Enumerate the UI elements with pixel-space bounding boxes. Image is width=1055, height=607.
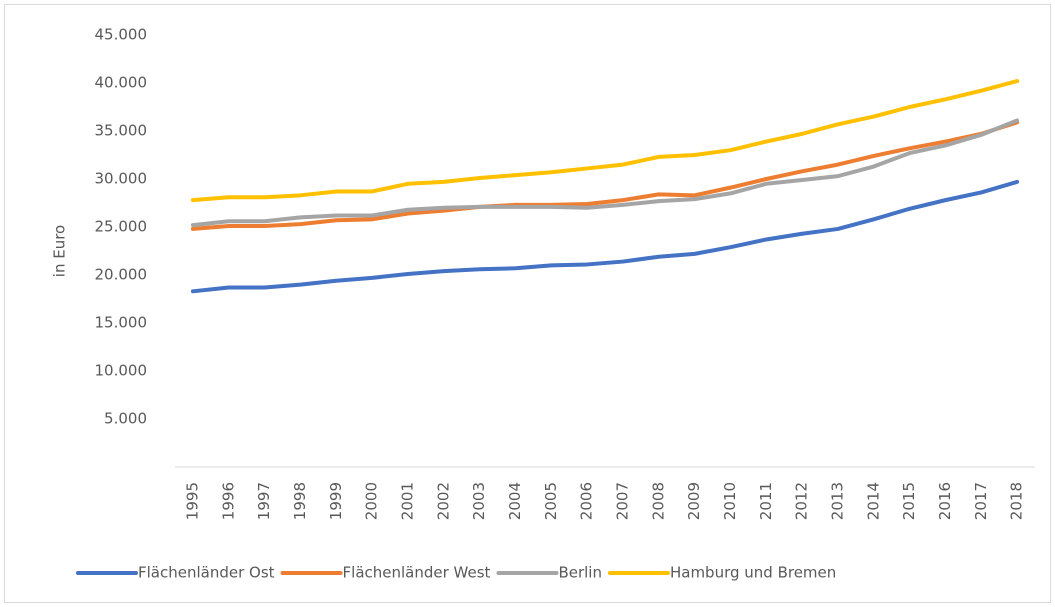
y-tick-label: 40.000 xyxy=(95,74,148,92)
x-tick-label: 2018 xyxy=(1008,482,1026,520)
legend-label: Berlin xyxy=(558,564,602,582)
x-tick-label: 2005 xyxy=(542,482,560,520)
y-tick-label: 35.000 xyxy=(95,122,148,140)
chart-border xyxy=(4,4,1051,603)
y-axis-label: in Euro xyxy=(51,225,69,277)
y-tick-label: 20.000 xyxy=(95,266,148,284)
y-tick-label: 5.000 xyxy=(104,410,147,428)
x-tick-label: 2002 xyxy=(434,482,452,520)
x-tick-label: 2010 xyxy=(721,482,739,520)
x-tick-label: 2017 xyxy=(972,482,990,520)
x-tick-label: 2012 xyxy=(793,482,811,520)
x-tick-label: 1996 xyxy=(219,482,237,520)
series-line xyxy=(190,179,1020,294)
x-tick-label: 2011 xyxy=(757,482,775,520)
legend-label: Flächenländer Ost xyxy=(138,564,275,582)
y-tick-label: 10.000 xyxy=(95,362,148,380)
x-tick-label: 2007 xyxy=(613,482,631,520)
x-tick-label: 2016 xyxy=(936,482,954,520)
x-tick-label: 2006 xyxy=(578,482,596,520)
x-tick-label: 1997 xyxy=(255,482,273,520)
series-line xyxy=(190,79,1020,203)
x-tick-label: 1995 xyxy=(183,482,201,520)
legend-label: Hamburg und Bremen xyxy=(670,564,836,582)
series-line xyxy=(190,120,1020,231)
x-tick-label: 2004 xyxy=(506,482,524,520)
x-tick-label: 2003 xyxy=(470,482,488,520)
x-tick-label: 1999 xyxy=(327,482,345,520)
x-tick-label: 2015 xyxy=(900,482,918,520)
x-tick-label: 1998 xyxy=(291,482,309,520)
y-tick-label: 25.000 xyxy=(95,218,148,236)
y-tick-label: 45.000 xyxy=(95,26,148,44)
y-tick-label: 15.000 xyxy=(95,314,148,332)
x-tick-label: 2014 xyxy=(864,482,882,520)
x-tick-label: 2000 xyxy=(363,482,381,520)
x-tick-label: 2013 xyxy=(828,482,846,520)
x-tick-label: 2001 xyxy=(398,482,416,520)
x-tick-label: 2008 xyxy=(649,482,667,520)
x-tick-label: 2009 xyxy=(685,482,703,520)
series-line xyxy=(190,118,1020,228)
y-tick-label: 30.000 xyxy=(95,170,148,188)
legend-label: Flächenländer West xyxy=(343,564,491,582)
